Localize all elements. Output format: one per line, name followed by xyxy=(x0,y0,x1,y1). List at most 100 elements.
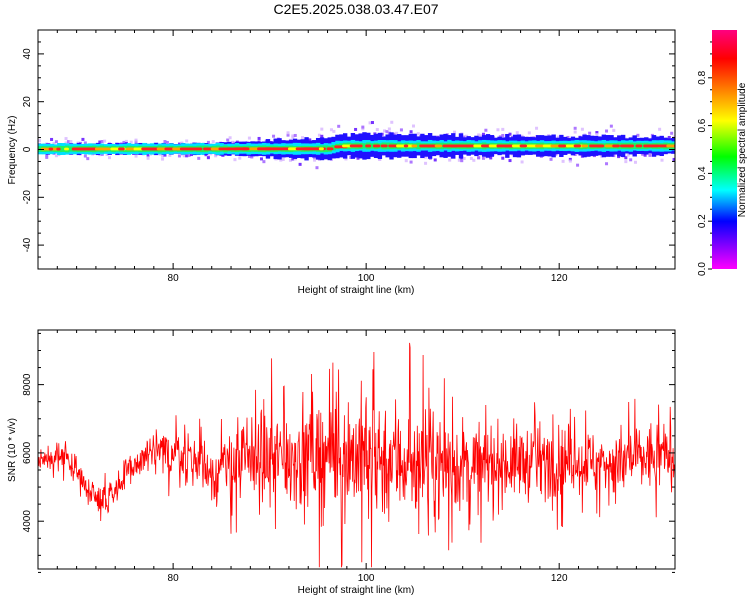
colorbar-gradient xyxy=(712,30,737,269)
spectrogram-speckle xyxy=(165,140,169,144)
spectrogram-speckle xyxy=(279,158,283,162)
spectrogram-speckle xyxy=(161,157,165,161)
spectrogram-speckle xyxy=(291,157,295,161)
spectrogram-speckle xyxy=(612,154,616,158)
spectrogram-speckle xyxy=(134,138,138,142)
spectrogram-speckle xyxy=(660,158,664,162)
spectrogram-speckle xyxy=(609,124,613,128)
spectrogram-speckle xyxy=(161,154,165,158)
snr-y-tick-label: 8000 xyxy=(22,373,33,396)
spectrogram-speckle xyxy=(107,156,111,160)
spectrogram-speckle xyxy=(146,156,150,160)
spectrogram-speckle xyxy=(315,166,319,170)
spectrogram-speckle xyxy=(259,157,263,161)
spectrogram-speckle xyxy=(409,160,413,164)
spectrogram-hotspot xyxy=(48,147,54,151)
spectrogram-speckle xyxy=(214,154,218,158)
spectrogram-hotspot xyxy=(581,144,589,148)
spectrogram-speckle xyxy=(129,140,133,144)
spectrogram-speckle xyxy=(320,134,324,138)
spectrogram-speckle xyxy=(190,153,194,157)
spectrogram-hotspot xyxy=(357,144,363,148)
spectrogram-speckle xyxy=(368,121,372,125)
spectrogram-speckle xyxy=(658,127,662,131)
spectrogram-y-tick-label: -40 xyxy=(22,237,33,252)
snr-x-tick-label: 120 xyxy=(551,573,568,584)
spectrogram-speckle xyxy=(320,127,324,131)
spectrogram-speckle xyxy=(387,127,391,131)
colorbar-tick-label: 0.6 xyxy=(697,118,708,132)
spectrogram-hotspot xyxy=(426,144,432,148)
spectrogram-speckle xyxy=(556,135,560,139)
spectrogram-speckle xyxy=(308,138,312,142)
spectrogram-speckle xyxy=(250,155,254,159)
spectrogram-speckle xyxy=(168,153,172,157)
spectrogram-speckle xyxy=(286,131,290,135)
spectrogram-band-core xyxy=(632,142,637,150)
spectrogram-speckle xyxy=(633,160,637,164)
spectrogram-speckle xyxy=(380,132,384,136)
spectrogram-speckle xyxy=(515,131,519,135)
spectrogram-hotspot xyxy=(558,144,567,148)
snr-panel: 80 100 120 4000 6000 8000 Height of straight … xyxy=(7,329,676,596)
spectrogram-speckle xyxy=(477,133,481,137)
spectrogram-hotspot xyxy=(195,147,203,151)
spectrogram-speckle xyxy=(411,124,415,128)
spectrogram-speckle xyxy=(378,157,382,161)
spectrogram-speckle xyxy=(409,130,413,134)
spectrogram-speckle xyxy=(508,132,512,136)
snr-x-tick-label: 80 xyxy=(168,573,180,584)
spectrogram-speckle xyxy=(370,121,374,125)
spectrogram-x-axis-label: Height of straight line (km) xyxy=(298,285,415,296)
spectrogram-speckle xyxy=(83,154,87,158)
spectrogram-speckle xyxy=(612,128,616,132)
spectrogram-speckle xyxy=(605,129,609,133)
spectrogram-speckle xyxy=(457,158,461,162)
spectrogram-ticks: 80 100 120 -40 -20 0 20 40 xyxy=(22,29,676,284)
spectrogram-x-tick-label: 120 xyxy=(551,273,568,284)
spectrogram-speckle xyxy=(163,140,167,144)
spectrogram-speckle xyxy=(481,156,485,160)
spectrogram-speckle xyxy=(66,140,70,144)
spectrogram-speckle xyxy=(69,140,73,144)
spectrogram-speckle xyxy=(177,154,181,158)
spectrogram-speckle xyxy=(185,154,189,158)
spectrogram-speckle xyxy=(392,132,396,136)
colorbar-ticks: 0.0 0.2 0.4 0.6 0.8 xyxy=(697,41,712,276)
chart-title: C2E5.2025.038.03.47.E07 xyxy=(273,1,438,17)
spectrogram-speckle xyxy=(667,135,671,139)
spectrogram-speckle xyxy=(313,158,317,162)
spectrogram-speckle xyxy=(416,132,420,136)
spectrogram-speckle xyxy=(670,131,674,135)
spectrogram-speckle xyxy=(588,131,592,135)
spectrogram-speckle xyxy=(496,128,500,132)
spectrogram-speckle xyxy=(288,158,292,162)
spectrogram-speckle xyxy=(64,137,68,141)
spectrogram-band-core xyxy=(385,142,390,150)
spectrogram-speckle xyxy=(134,154,138,158)
spectrogram-hotspot xyxy=(612,144,620,148)
spectrogram-band-core xyxy=(640,142,645,150)
spectrogram-hotspot xyxy=(372,144,381,148)
spectrogram-speckle xyxy=(520,160,524,164)
spectrogram-hotspot xyxy=(504,144,515,148)
snr-x-axis-label: Height of straight line (km) xyxy=(298,585,415,596)
spectrogram-speckle xyxy=(45,153,49,157)
spectrogram-speckle xyxy=(460,159,464,163)
spectrogram-speckle xyxy=(636,133,640,137)
spectrogram-band-core xyxy=(586,143,591,149)
spectrogram-speckle xyxy=(375,128,379,132)
spectrogram-speckle xyxy=(484,128,488,132)
spectrogram-hotspot xyxy=(79,147,87,151)
spectrogram-speckle xyxy=(83,141,87,145)
spectrogram-speckle xyxy=(228,136,232,140)
spectrogram-speckle xyxy=(211,140,215,144)
spectrogram-hotspot xyxy=(488,144,498,148)
spectrogram-speckle xyxy=(383,129,387,133)
spectrogram-speckle xyxy=(356,156,360,160)
spectrogram-hotspot xyxy=(133,147,143,151)
spectrogram-y-tick-label: -20 xyxy=(22,190,33,205)
colorbar-tick-label: 0.2 xyxy=(697,214,708,228)
spectrogram-hotspot xyxy=(535,144,545,148)
spectrogram-speckle xyxy=(501,127,505,131)
